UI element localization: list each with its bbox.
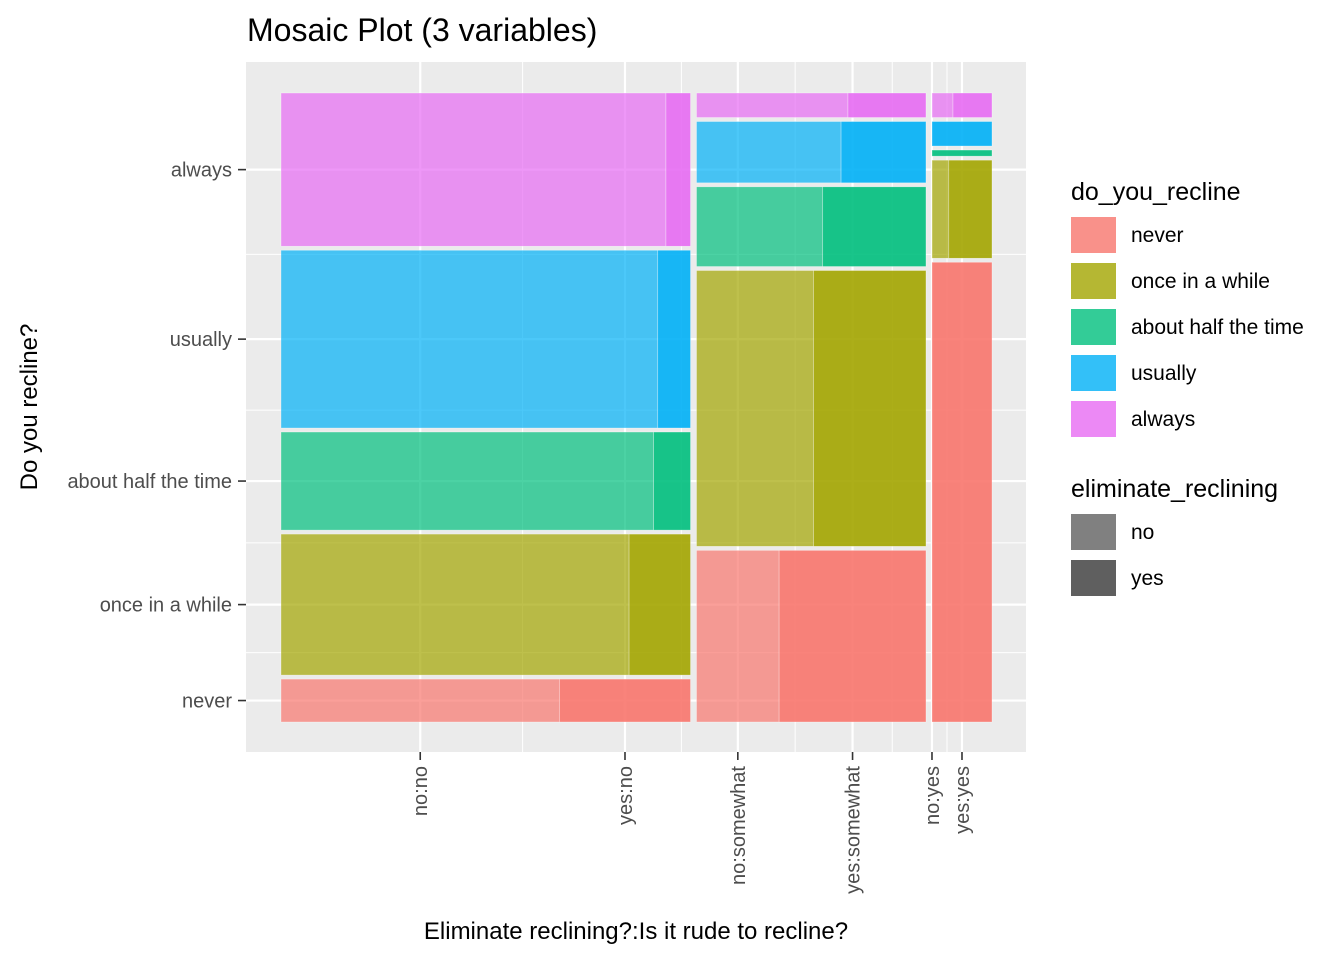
legend-key-usually [1071, 355, 1116, 391]
tile-no-never-yes [559, 678, 691, 723]
y-tick-label: usually [170, 329, 232, 351]
legend-label: never [1131, 224, 1184, 247]
x-tick-label: no:no [410, 766, 432, 816]
tile-somewhat-usually-no [696, 121, 842, 184]
tile-somewhat-usually-yes [840, 121, 927, 184]
tile-no-about-half-the-time-no [280, 431, 654, 531]
tile-yes-usually-yes [931, 121, 993, 147]
tile-no-usually-no [280, 249, 659, 429]
y-tick-label: about half the time [67, 471, 232, 493]
legend-key-no [1071, 514, 1116, 550]
tile-yes-once-in-a-while-no [931, 159, 950, 259]
tile-somewhat-about-half-the-time-no [696, 186, 824, 267]
tile-yes-once-in-a-while-yes [948, 159, 993, 259]
y-tick-label: never [182, 691, 232, 713]
legend-title: do_you_recline [1071, 178, 1241, 206]
tile-somewhat-once-in-a-while-no [696, 270, 814, 547]
y-axis: never once in a while about half the time u… [67, 160, 246, 713]
y-tick-label: once in a while [100, 595, 232, 617]
tile-yes-always-yes [952, 92, 993, 118]
legend-title: eliminate_reclining [1071, 475, 1278, 503]
legend-key-yes [1071, 560, 1116, 596]
tile-somewhat-always-no [696, 92, 849, 118]
tile-no-once-in-a-while-yes [628, 533, 691, 676]
tile-no-about-half-the-time-yes [653, 431, 691, 531]
tile-no-never-no [280, 678, 560, 723]
mosaic-tiles [280, 92, 993, 723]
chart-title: Mosaic Plot (3 variables) [247, 12, 597, 48]
tile-yes-never-yes [931, 261, 993, 723]
tile-no-always-yes [665, 92, 691, 247]
legend-key-always [1071, 401, 1116, 437]
legend-label: yes [1131, 567, 1164, 590]
x-tick-label: yes:no [615, 766, 637, 825]
tile-yes-always-no [931, 92, 954, 118]
tile-no-once-in-a-while-no [280, 533, 630, 676]
tile-no-always-no [280, 92, 667, 247]
x-tick-label: no:somewhat [728, 766, 750, 885]
legend-key-about-half-the-time [1071, 309, 1116, 345]
legend-key-never [1071, 217, 1116, 253]
y-axis-title: Do you recline? [16, 324, 43, 491]
legend-label: usually [1131, 362, 1197, 385]
legend-label: once in a while [1131, 270, 1270, 293]
x-tick-label: no:yes [922, 766, 944, 825]
x-axis: no:no yes:no no:somewhat yes:somewhat no:yes… [410, 752, 974, 894]
legend-key-once-in-a-while [1071, 263, 1116, 299]
x-tick-label: yes:somewhat [843, 766, 865, 894]
tile-somewhat-never-yes [778, 550, 927, 723]
tile-somewhat-never-no [696, 550, 780, 723]
legend-label: about half the time [1131, 316, 1304, 339]
tile-somewhat-about-half-the-time-yes [822, 186, 927, 267]
tile-somewhat-once-in-a-while-yes [813, 270, 927, 547]
tile-yes-about-half-the-time-yes [931, 149, 993, 157]
x-axis-title: Eliminate reclining?:Is it rude to recli… [424, 918, 848, 945]
tile-somewhat-always-yes [847, 92, 927, 118]
tile-no-usually-yes [657, 249, 691, 429]
legend-label: always [1131, 408, 1195, 431]
y-tick-label: always [171, 160, 232, 182]
legend-label: no [1131, 521, 1154, 544]
x-tick-label: yes:yes [952, 766, 974, 834]
